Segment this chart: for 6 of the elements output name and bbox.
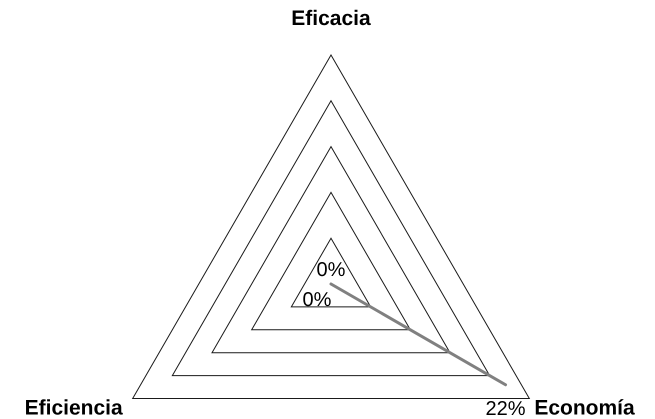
text: 0% bbox=[316, 259, 346, 281]
spoke-label: Eficiencia bbox=[24, 396, 123, 419]
text: 22% bbox=[486, 398, 526, 419]
text: 0% bbox=[302, 289, 332, 311]
spoke-label: Eficacia bbox=[291, 7, 372, 30]
spoke-label: Economía bbox=[534, 396, 635, 419]
